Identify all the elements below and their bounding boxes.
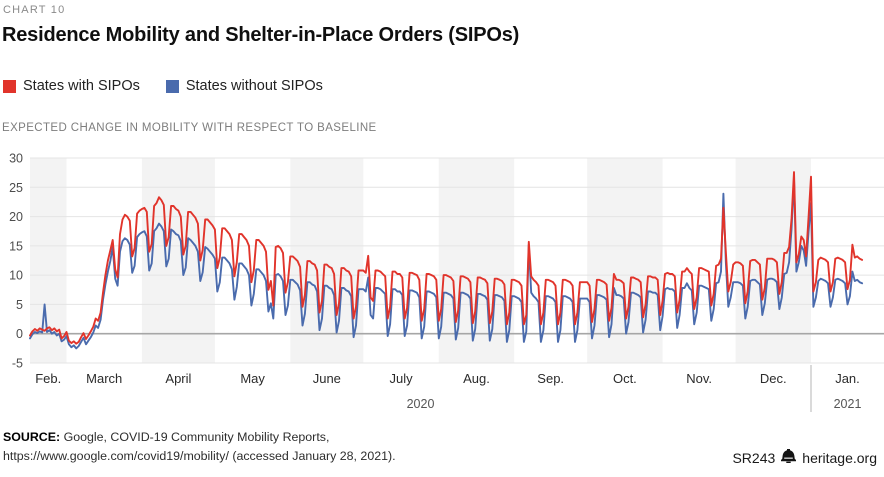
x-month-label: June	[313, 371, 341, 386]
x-month-label: Jan.	[835, 371, 860, 386]
legend-label-with-sipos: States with SIPOs	[23, 78, 140, 94]
legend-swatch-with-sipos-icon	[3, 79, 16, 93]
y-tick-label: 30	[9, 152, 23, 166]
x-month-label: March	[86, 371, 122, 386]
x-month-label: Feb.	[35, 371, 61, 386]
source-note: SOURCE: Google, COVID-19 Community Mobil…	[3, 428, 396, 466]
site-label: heritage.org	[802, 449, 877, 466]
x-month-label: Oct.	[613, 371, 637, 386]
y-tick-label: 20	[9, 210, 23, 224]
legend-item-with-sipos: States with SIPOs	[3, 78, 140, 94]
month-band	[587, 158, 663, 363]
footer-brand: SR243 heritage.org	[732, 449, 877, 466]
x-year-label: 2020	[407, 397, 435, 411]
chart-kicker: CHART 10	[3, 4, 66, 16]
source-line1: Google, COVID-19 Community Mobility Repo…	[63, 430, 330, 444]
x-month-label: Nov.	[686, 371, 712, 386]
y-tick-label: 25	[9, 181, 23, 195]
series-line-with-sipos	[29, 171, 864, 345]
source-line2: https://www.google.com/covid19/mobility/…	[3, 449, 396, 463]
legend-item-without-sipos: States without SIPOs	[165, 78, 323, 94]
x-year-label: 2021	[834, 397, 862, 411]
mobility-line-chart: 30 25 20 15 10 5 0 -5 Feb. March April May June July A…	[0, 144, 884, 420]
x-month-label: Dec.	[760, 371, 787, 386]
legend-swatch-without-sipos-icon	[165, 79, 179, 93]
heritage-bell-icon	[781, 449, 797, 466]
month-band	[141, 158, 215, 363]
y-tick-label: 10	[9, 269, 23, 283]
month-band	[290, 158, 364, 363]
report-id: SR243	[732, 449, 776, 466]
source-label: SOURCE:	[3, 430, 61, 444]
y-tick-label: 15	[9, 239, 23, 253]
y-tick-label: 5	[16, 298, 23, 312]
y-axis-label: EXPECTED CHANGE IN MOBILITY WITH RESPECT…	[2, 122, 377, 134]
y-tick-label: 0	[16, 327, 23, 341]
x-month-label: May	[240, 371, 265, 386]
x-month-label: April	[165, 371, 191, 386]
x-month-label: July	[389, 371, 413, 386]
mobility-chart-svg: 30 25 20 15 10 5 0 -5 Feb. March April May June July A…	[9, 152, 884, 412]
chart-title: Residence Mobility and Shelter-in-Place …	[2, 24, 520, 46]
x-month-label: Sep.	[537, 371, 564, 386]
series-line-without-sipos	[29, 178, 864, 350]
legend-label-without-sipos: States without SIPOs	[185, 78, 323, 94]
x-month-label: Aug.	[463, 371, 490, 386]
month-band	[438, 158, 515, 363]
y-tick-label: -5	[12, 357, 23, 371]
chart-legend: States with SIPOs States without SIPOs	[3, 78, 323, 94]
